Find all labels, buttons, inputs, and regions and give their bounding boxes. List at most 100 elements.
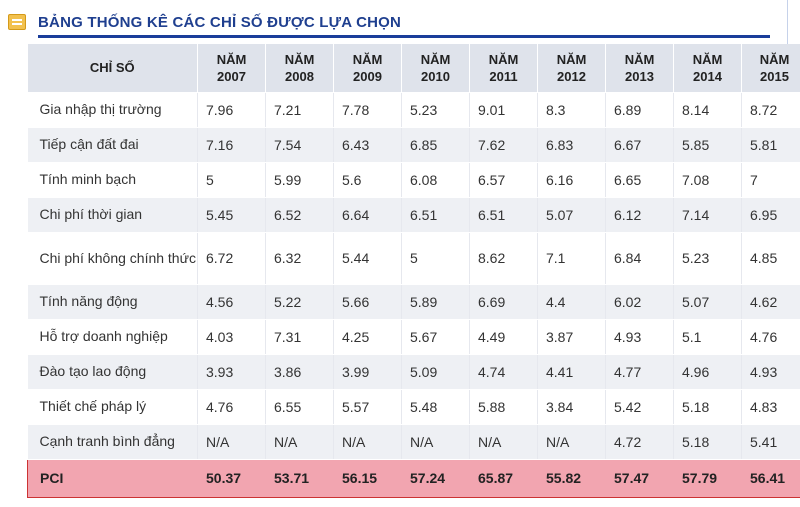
value-cell: 3.99 <box>333 354 402 390</box>
table-row: Chi phí không chính thức 6.72 6.32 5.44 5 8.6… <box>27 232 800 285</box>
value-cell: 6.12 <box>605 197 674 233</box>
row-label: Gia nhập thị trường <box>27 92 198 128</box>
column-header-year: NĂM 2008 <box>265 44 334 93</box>
value-cell: 6.51 <box>401 197 470 233</box>
value-cell: 8.62 <box>469 232 538 285</box>
value-cell: 6.69 <box>469 284 538 320</box>
column-header-year: NĂM 2013 <box>605 44 674 93</box>
value-cell: 55.82 <box>537 458 606 498</box>
value-cell: 50.37 <box>197 458 266 498</box>
pci-total-row: PCI 50.37 53.71 56.15 57.24 65.87 55.82 57.47 57… <box>27 458 800 498</box>
page-header: BẢNG THỐNG KÊ CÁC CHỈ SỐ ĐƯỢC LỰA CHỌN <box>0 0 770 40</box>
value-cell: 6.67 <box>605 127 674 163</box>
value-cell: 5.45 <box>197 197 266 233</box>
value-cell: 8.3 <box>537 92 606 128</box>
value-cell: 4.76 <box>741 319 800 355</box>
year-value: 2013 <box>625 68 654 84</box>
value-cell: 56.15 <box>333 458 402 498</box>
value-cell: 7.08 <box>673 162 742 198</box>
value-cell: 5.18 <box>673 424 742 460</box>
table-row: Tính năng động 4.56 5.22 5.66 5.89 6.69 4.4 6.0… <box>27 284 800 320</box>
value-cell: 7.78 <box>333 92 402 128</box>
value-cell: 65.87 <box>469 458 538 498</box>
value-cell: 7 <box>741 162 800 198</box>
value-cell: 6.64 <box>333 197 402 233</box>
value-cell: N/A <box>469 424 538 460</box>
year-prefix: NĂM <box>759 51 790 67</box>
column-header-year: NĂM 2011 <box>469 44 538 93</box>
value-cell: 4.74 <box>469 354 538 390</box>
column-header-year: NĂM 2012 <box>537 44 606 93</box>
value-cell: 4.93 <box>741 354 800 390</box>
value-cell: N/A <box>537 424 606 460</box>
year-prefix: NĂM <box>692 51 723 67</box>
value-cell: 5.1 <box>673 319 742 355</box>
value-cell: 6.32 <box>265 232 334 285</box>
value-cell: 4.03 <box>197 319 266 355</box>
year-prefix: NĂM <box>216 51 247 67</box>
value-cell: 7.21 <box>265 92 334 128</box>
table-row: Cạnh tranh bình đẳng N/A N/A N/A N/A N/A N/A 4.… <box>27 424 800 460</box>
value-cell: 5.09 <box>401 354 470 390</box>
value-cell: 4.93 <box>605 319 674 355</box>
column-header-year: NĂM 2009 <box>333 44 402 93</box>
value-cell: 5.88 <box>469 389 538 425</box>
table-row: Đào tạo lao động 3.93 3.86 3.99 5.09 4.74 4.41… <box>27 354 800 390</box>
year-prefix: NĂM <box>352 51 383 67</box>
title-underline <box>38 35 770 38</box>
value-cell: 8.14 <box>673 92 742 128</box>
value-cell: 57.47 <box>605 458 674 498</box>
value-cell: 7.96 <box>197 92 266 128</box>
value-cell: 5.23 <box>401 92 470 128</box>
value-cell: 5 <box>401 232 470 285</box>
value-cell: 5.42 <box>605 389 674 425</box>
table-row: Tiếp cận đất đai 7.16 7.54 6.43 6.85 7.62 6.83… <box>27 127 800 163</box>
document-icon <box>8 14 26 30</box>
value-cell: 5.23 <box>673 232 742 285</box>
value-cell: 4.96 <box>673 354 742 390</box>
value-cell: 6.08 <box>401 162 470 198</box>
value-cell: 5.41 <box>741 424 800 460</box>
table-row: Chi phí thời gian 5.45 6.52 6.64 6.51 6.51 5.0… <box>27 197 800 233</box>
value-cell: 4.85 <box>741 232 800 285</box>
value-cell: 5.57 <box>333 389 402 425</box>
value-cell: 4.83 <box>741 389 800 425</box>
column-header-year: NĂM 2014 <box>673 44 742 93</box>
value-cell: 57.24 <box>401 458 470 498</box>
value-cell: 5 <box>197 162 266 198</box>
value-cell: 9.01 <box>469 92 538 128</box>
value-cell: 56.41 <box>741 458 800 498</box>
value-cell: 4.72 <box>605 424 674 460</box>
value-cell: 3.93 <box>197 354 266 390</box>
value-cell: 6.52 <box>265 197 334 233</box>
value-cell: 4.77 <box>605 354 674 390</box>
value-cell: 7.62 <box>469 127 538 163</box>
column-header-year: NĂM 2010 <box>401 44 470 93</box>
row-label: Cạnh tranh bình đẳng <box>27 424 198 460</box>
value-cell: 5.18 <box>673 389 742 425</box>
year-value: 2015 <box>760 68 789 84</box>
value-cell: 6.65 <box>605 162 674 198</box>
row-label: Chi phí thời gian <box>27 197 198 233</box>
value-cell: 4.49 <box>469 319 538 355</box>
value-cell: 6.72 <box>197 232 266 285</box>
column-header-year: NĂM 2007 <box>197 44 266 93</box>
value-cell: 5.99 <box>265 162 334 198</box>
value-cell: N/A <box>401 424 470 460</box>
year-value: 2007 <box>217 68 246 84</box>
value-cell: 4.41 <box>537 354 606 390</box>
value-cell: 53.71 <box>265 458 334 498</box>
value-cell: 6.83 <box>537 127 606 163</box>
value-cell: 4.76 <box>197 389 266 425</box>
value-cell: 8.72 <box>741 92 800 128</box>
value-cell: 6.43 <box>333 127 402 163</box>
value-cell: 7.14 <box>673 197 742 233</box>
year-value: 2011 <box>489 68 518 84</box>
value-cell: 5.81 <box>741 127 800 163</box>
year-prefix: NĂM <box>488 51 519 67</box>
value-cell: 6.89 <box>605 92 674 128</box>
value-cell: 4.25 <box>333 319 402 355</box>
stats-table: CHỈ SỐ NĂM 2007 NĂM 2008 NĂM 2009 NĂM 2010 NĂM 20… <box>27 44 800 498</box>
page-title: BẢNG THỐNG KÊ CÁC CHỈ SỐ ĐƯỢC LỰA CHỌN <box>38 14 402 31</box>
row-label: Hỗ trợ doanh nghiệp <box>27 319 198 355</box>
